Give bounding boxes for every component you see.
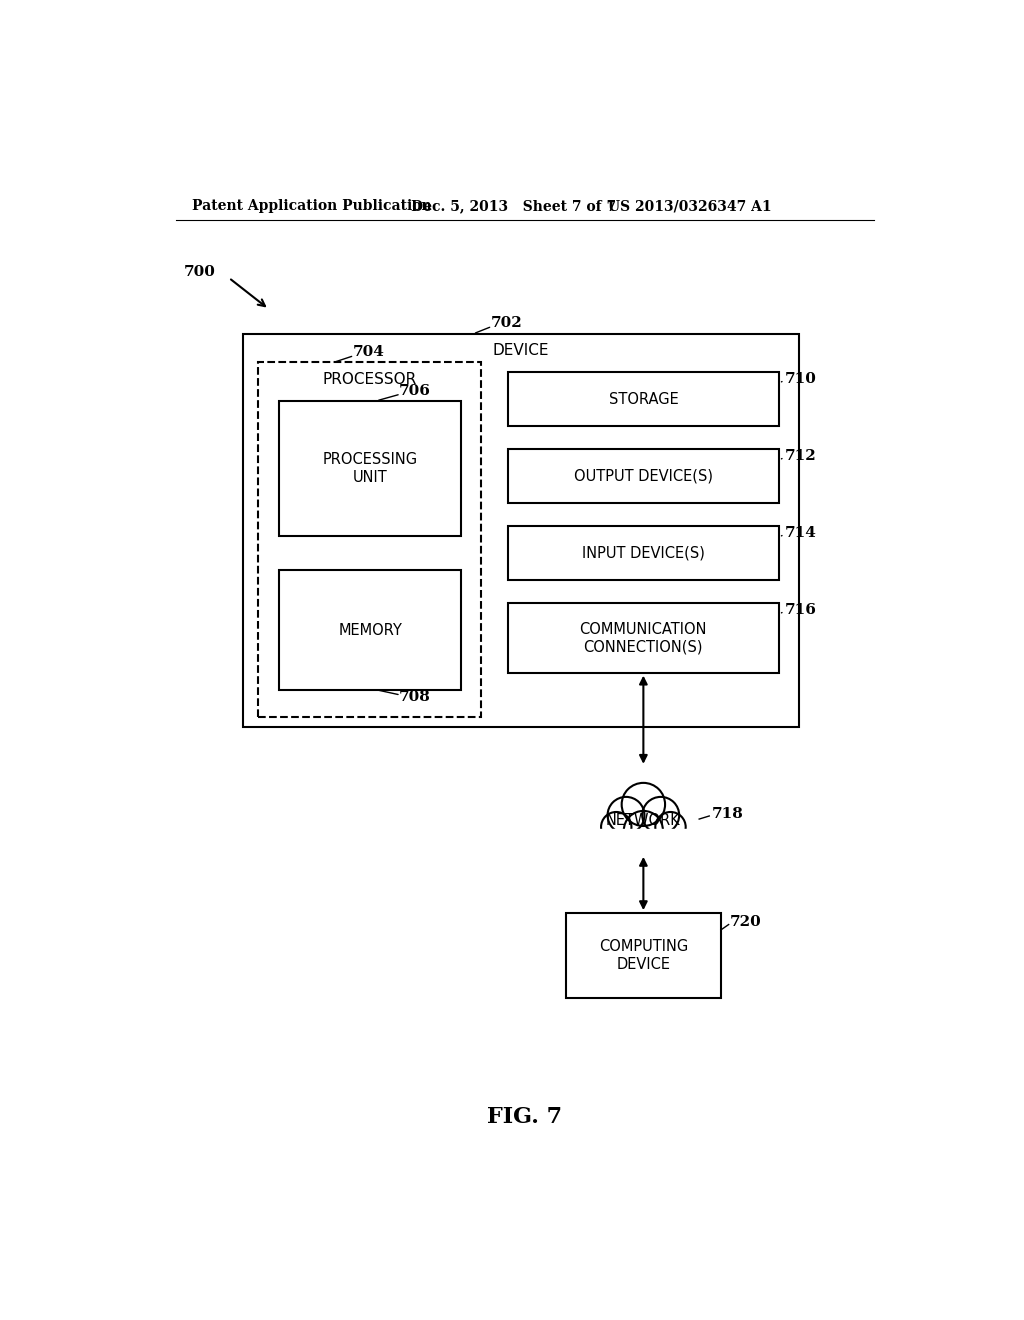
Circle shape — [622, 783, 665, 826]
Text: 704: 704 — [352, 346, 385, 359]
Text: FIG. 7: FIG. 7 — [487, 1106, 562, 1129]
Text: Dec. 5, 2013   Sheet 7 of 7: Dec. 5, 2013 Sheet 7 of 7 — [411, 199, 616, 213]
Bar — [243, 334, 799, 726]
Text: OUTPUT DEVICE(S): OUTPUT DEVICE(S) — [573, 469, 713, 484]
Bar — [508, 372, 779, 426]
Bar — [566, 913, 721, 998]
Circle shape — [601, 812, 632, 842]
Bar — [508, 527, 779, 581]
Text: MEMORY: MEMORY — [338, 623, 402, 638]
Text: DEVICE: DEVICE — [493, 343, 549, 359]
Bar — [280, 401, 461, 536]
Text: PROCESSOR: PROCESSOR — [323, 372, 417, 387]
Circle shape — [607, 797, 644, 833]
Circle shape — [624, 810, 663, 850]
Text: 708: 708 — [399, 690, 431, 705]
Text: INPUT DEVICE(S): INPUT DEVICE(S) — [582, 546, 705, 561]
Text: 716: 716 — [785, 603, 817, 616]
Text: Patent Application Publication: Patent Application Publication — [191, 199, 431, 213]
Text: 702: 702 — [490, 317, 522, 330]
Circle shape — [655, 812, 686, 842]
Text: NETWORK: NETWORK — [606, 813, 681, 828]
Bar — [508, 603, 779, 673]
Text: PROCESSING
UNIT: PROCESSING UNIT — [323, 453, 418, 484]
Text: STORAGE: STORAGE — [608, 392, 678, 407]
Text: 700: 700 — [183, 265, 216, 280]
Text: 718: 718 — [712, 808, 743, 821]
Bar — [597, 829, 689, 850]
Text: COMMUNICATION
CONNECTION(S): COMMUNICATION CONNECTION(S) — [580, 622, 708, 655]
Bar — [508, 450, 779, 503]
Text: 712: 712 — [785, 449, 817, 462]
Text: 710: 710 — [785, 372, 817, 385]
Text: 706: 706 — [399, 384, 431, 397]
Text: US 2013/0326347 A1: US 2013/0326347 A1 — [608, 199, 772, 213]
Bar — [280, 570, 461, 689]
Text: 714: 714 — [785, 525, 817, 540]
Text: 720: 720 — [730, 915, 762, 929]
Circle shape — [642, 797, 679, 833]
Text: COMPUTING
DEVICE: COMPUTING DEVICE — [599, 939, 688, 972]
Bar — [258, 363, 480, 717]
